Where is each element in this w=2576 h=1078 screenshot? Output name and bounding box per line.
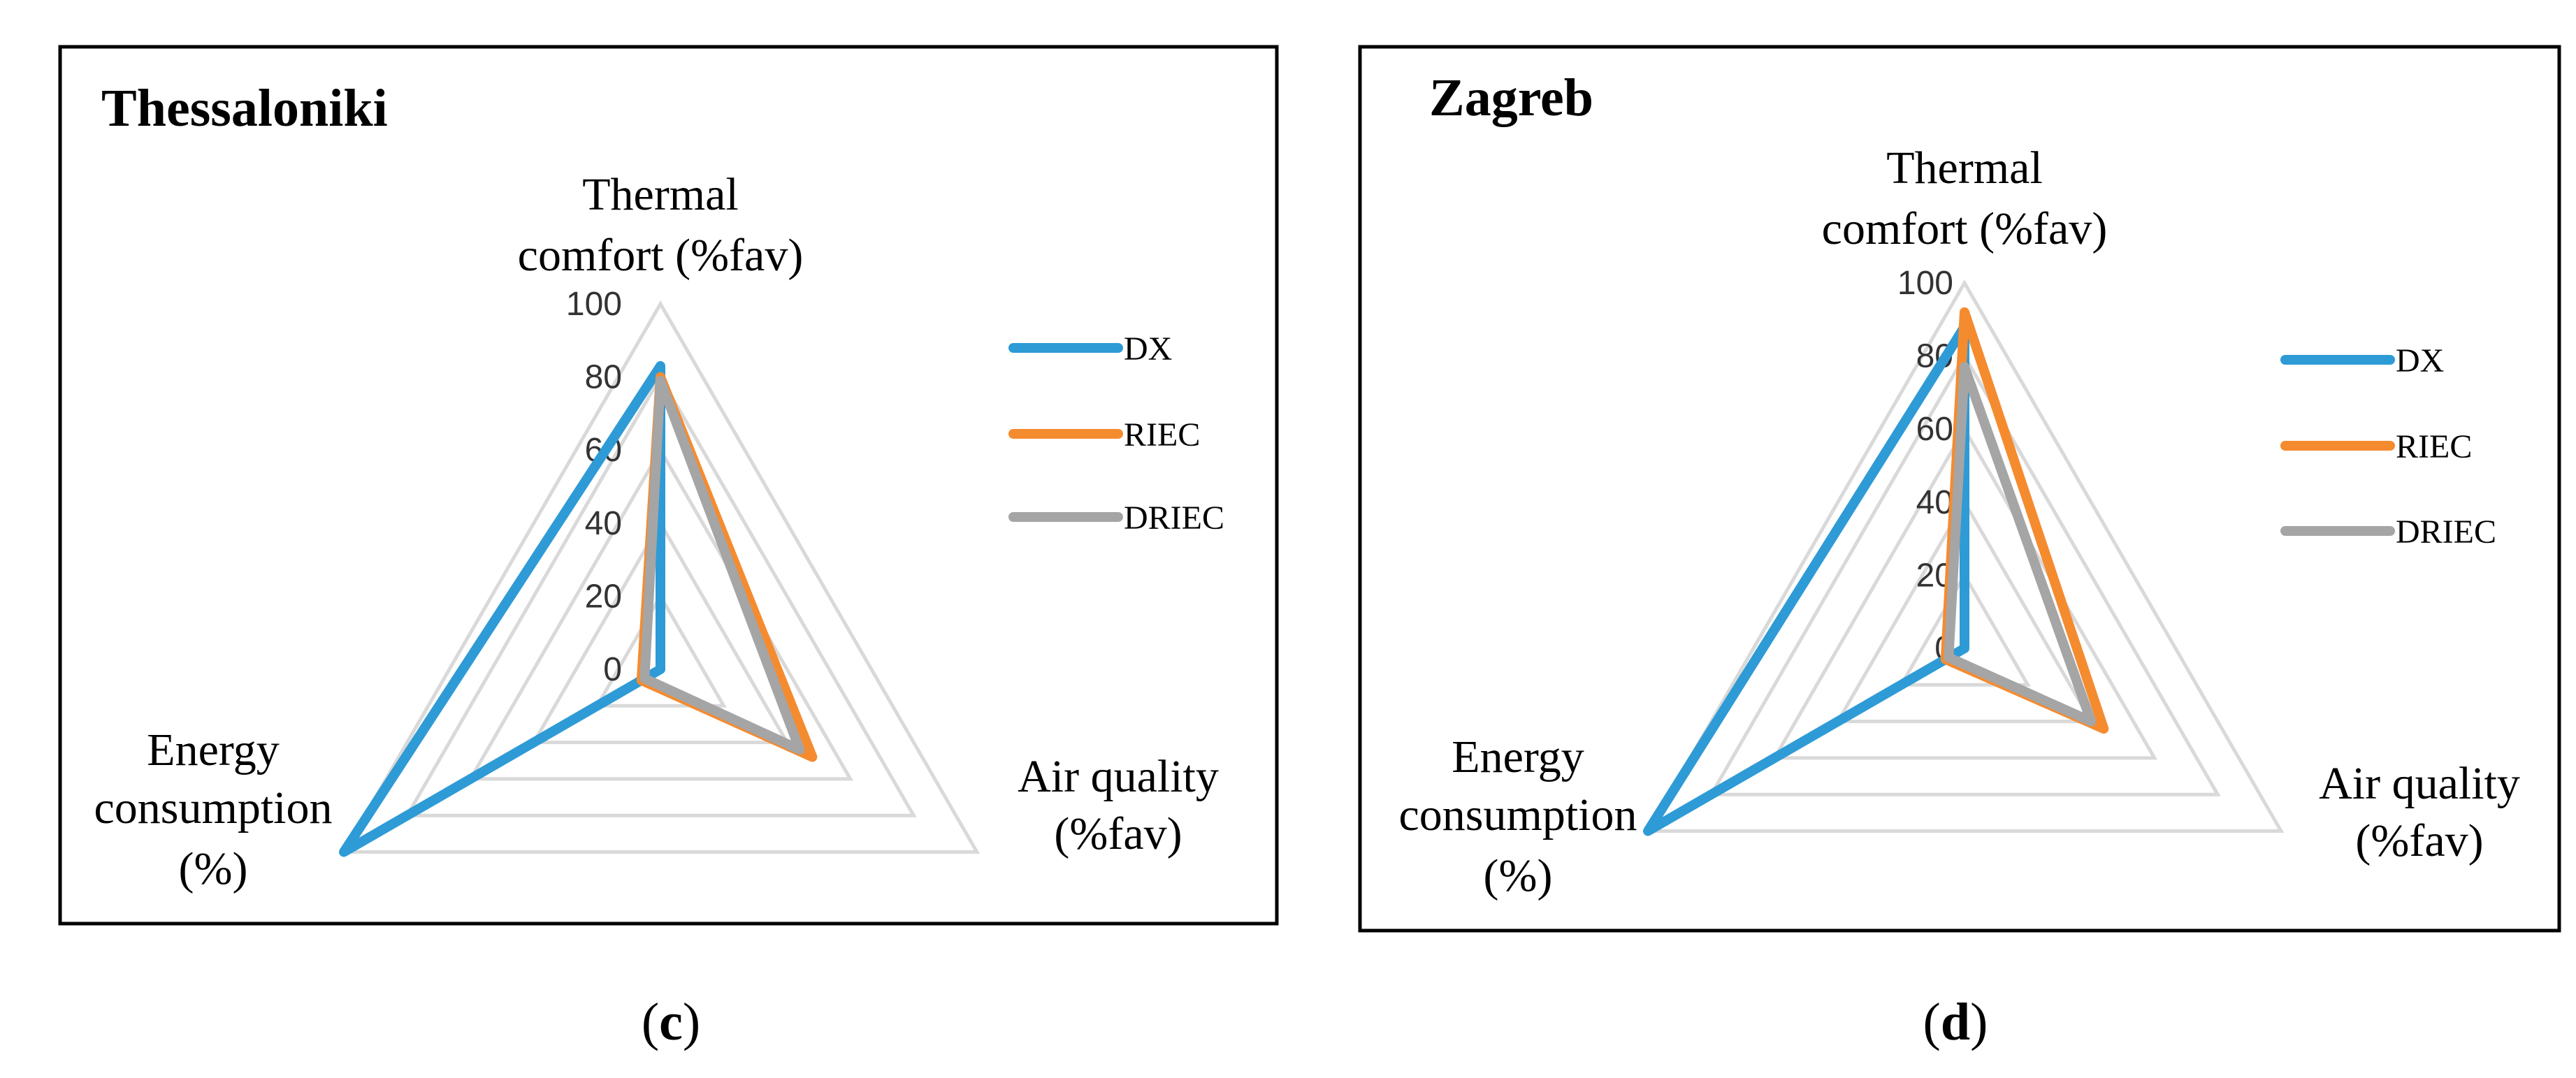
axis-label-line: Air quality	[2319, 758, 2520, 809]
grid-ring-100	[1644, 279, 2285, 833]
series-dx	[339, 360, 665, 857]
axis-label-line: (%fav)	[1054, 808, 1182, 859]
grid-ring-20	[594, 592, 727, 708]
series-driec	[1944, 362, 2097, 727]
tick-label-100: 100	[566, 286, 622, 323]
caption-open: (	[642, 993, 659, 1051]
tick-label-40: 40	[1916, 484, 1953, 521]
axis-label-air-quality: Air quality (%fav)	[1018, 751, 1219, 859]
caption-close: )	[683, 993, 700, 1051]
axis-label-line: (%)	[179, 843, 248, 894]
axis-label-line: comfort (%fav)	[1822, 203, 2108, 254]
chart-title: Zagreb	[1429, 68, 1593, 127]
grid-ring-40	[530, 519, 790, 745]
tick-label-0: 0	[603, 651, 622, 688]
legend-label-dx: DX	[2396, 342, 2444, 379]
series-dx	[1643, 321, 1969, 836]
axis-label-line: Energy	[147, 724, 279, 775]
axis-label-line: Air quality	[1018, 751, 1219, 802]
tick-label-40: 40	[585, 505, 622, 542]
axis-label-line: consumption	[1399, 789, 1637, 840]
grid-ring-80	[404, 373, 917, 817]
axis-label-thermal: Thermal comfort (%fav)	[1822, 143, 2108, 254]
legend-label-driec: DRIEC	[2396, 513, 2496, 551]
tick-label-20: 20	[585, 578, 622, 615]
caption-letter: d	[1941, 993, 1970, 1051]
axis-label-line: (%fav)	[2355, 815, 2483, 866]
legend-label-riec: RIEC	[2396, 428, 2472, 465]
axis-label-line: consumption	[94, 782, 333, 833]
axis-label-line: (%)	[1484, 850, 1553, 901]
legend-label-riec: RIEC	[1124, 416, 1200, 453]
chart-title: Thessaloniki	[101, 79, 388, 138]
series-driec	[639, 375, 805, 755]
grid-ring-20	[1898, 571, 2031, 687]
tick-label-80: 80	[585, 359, 622, 396]
panel-caption: (c)	[642, 993, 700, 1051]
axis-label-line: Thermal	[1886, 143, 2043, 194]
grid-ring-40	[1835, 498, 2094, 724]
caption-open: (	[1923, 993, 1941, 1051]
axis-label-air-quality: Air quality (%fav)	[2319, 758, 2520, 866]
axis-label-line: comfort (%fav)	[518, 230, 804, 281]
legend-label-dx: DX	[1124, 330, 1172, 367]
axis-label-thermal: Thermal comfort (%fav)	[518, 169, 804, 281]
axis-label-energy: Energy consumption (%)	[1399, 731, 1637, 901]
caption-close: )	[1970, 993, 1988, 1051]
axis-label-line: Thermal	[582, 169, 739, 220]
axis-label-energy: Energy consumption (%)	[94, 724, 333, 894]
legend-label-driec: DRIEC	[1124, 500, 1224, 537]
axis-label-line: Energy	[1452, 731, 1584, 782]
panel-caption: (d)	[1923, 993, 1988, 1051]
tick-label-100: 100	[1897, 265, 1953, 302]
caption-letter: c	[659, 993, 683, 1051]
grid-ring-80	[1708, 352, 2221, 796]
tick-label-60: 60	[1916, 411, 1953, 448]
grid-ring-100	[340, 300, 981, 854]
